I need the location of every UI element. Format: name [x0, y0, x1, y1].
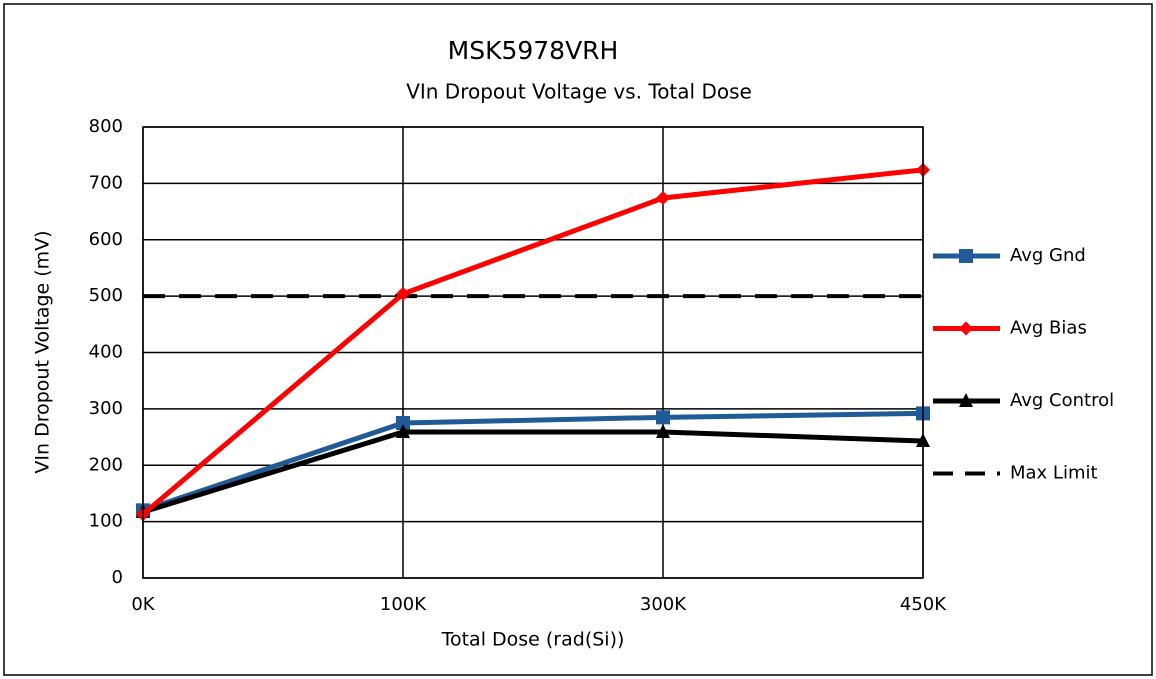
legend-label: Avg Bias	[1010, 318, 1087, 339]
y-axis-title: VIn Dropout Voltage (mV)	[32, 230, 54, 473]
legend-label: Avg Gnd	[1010, 245, 1086, 266]
data-point	[396, 423, 410, 438]
series-line	[142, 410, 924, 513]
series-line	[141, 167, 924, 517]
x-tick-label: 100K	[380, 594, 427, 615]
data-point	[656, 423, 670, 438]
legend-label: Max Limit	[1010, 463, 1098, 484]
chart-subtitle: VIn Dropout Voltage vs. Total Dose	[406, 80, 752, 104]
y-tick-label: 300	[89, 398, 123, 419]
chart-frame	[3, 3, 1153, 676]
x-tick-label: 450K	[900, 594, 947, 615]
chart-title: MSK5978VRH	[448, 36, 619, 65]
legend-marker	[959, 249, 973, 263]
y-tick-label: 100	[89, 511, 123, 532]
data-point	[656, 410, 670, 425]
plot-border	[142, 126, 924, 579]
y-tick-label: 600	[89, 229, 123, 250]
x-tick-label: 0K	[131, 594, 155, 615]
y-tick-label: 700	[89, 172, 123, 193]
x-axis-title: Total Dose (rad(Si))	[441, 629, 625, 651]
y-tick-label: 200	[89, 454, 123, 475]
y-tick-label: 400	[89, 342, 123, 363]
data-point	[396, 415, 410, 430]
y-tick-label: 800	[89, 116, 123, 137]
x-tick-label: 300K	[640, 594, 687, 615]
y-tick-label: 500	[89, 285, 123, 306]
series-line	[142, 429, 924, 515]
legend-label: Avg Control	[1010, 390, 1114, 411]
data-point	[396, 286, 410, 301]
data-point	[656, 191, 670, 206]
legend-marker	[959, 321, 973, 336]
legend-marker	[959, 393, 973, 407]
y-tick-label: 0	[112, 567, 123, 588]
